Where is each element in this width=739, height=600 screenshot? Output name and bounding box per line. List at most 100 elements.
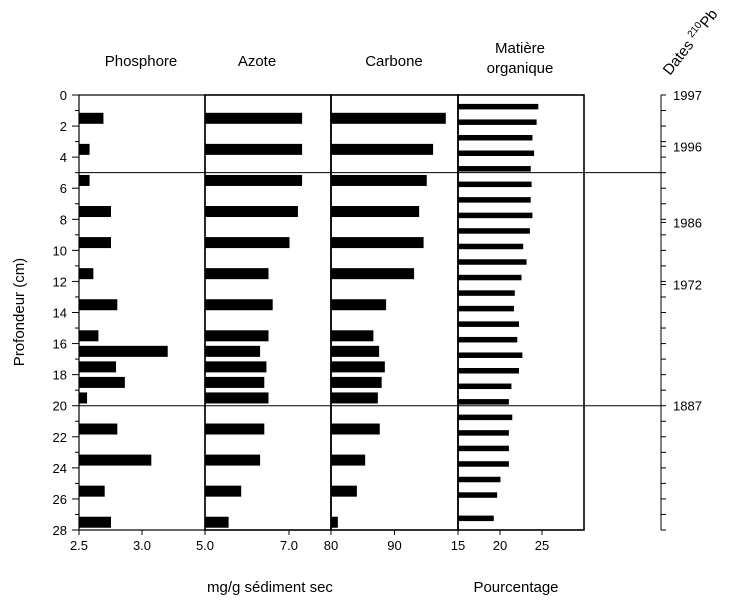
panels: Phosphore 2.5 3.0 Azote 5.0 7.0 Carbone 80 90 Mat… [70, 40, 585, 553]
bar [331, 330, 374, 342]
bar [458, 305, 514, 312]
bar [458, 368, 519, 374]
bar [458, 399, 509, 405]
bar [79, 454, 152, 466]
panel-3: Carbone 80 90 [324, 53, 459, 553]
depth-tick-label: 6 [60, 181, 67, 196]
bar [331, 376, 382, 388]
panel-title: Matière [495, 40, 545, 57]
bar [205, 299, 273, 311]
bar [79, 330, 99, 342]
bar [458, 336, 518, 343]
dates-tick-label: 1996 [673, 139, 702, 154]
bar [458, 119, 537, 125]
bar [205, 237, 290, 249]
depth-tick-label: 0 [60, 88, 67, 103]
bar [331, 423, 380, 435]
bar [331, 206, 420, 218]
bar [205, 392, 269, 404]
bar [205, 330, 269, 342]
depth-tick-label: 14 [53, 306, 67, 321]
depth-tick-label: 12 [53, 274, 67, 289]
bar [205, 454, 261, 466]
x-tick-label: 20 [493, 538, 507, 553]
bar [205, 206, 298, 218]
bar [205, 376, 265, 388]
x-tick-label: 7.0 [280, 538, 298, 553]
panel-2: Azote 5.0 7.0 [196, 53, 332, 553]
bar [79, 237, 111, 249]
bar [79, 174, 90, 186]
bar [331, 174, 427, 186]
bar [458, 166, 531, 172]
bar [205, 345, 261, 357]
bar [458, 476, 501, 483]
bar [331, 392, 378, 404]
bar [331, 345, 380, 357]
bar [79, 112, 104, 124]
x-tick-label: 3.0 [133, 538, 151, 553]
y-axis-title: Profondeur (cm) [11, 258, 28, 366]
bar [79, 361, 117, 373]
panel-title: Carbone [365, 53, 423, 70]
x-axis-title-left: mg/g sédiment sec [207, 579, 333, 596]
bar [458, 383, 512, 390]
bar [458, 290, 515, 296]
bar [458, 430, 509, 436]
bar [331, 299, 387, 311]
depth-tick-label: 4 [60, 150, 67, 165]
bar [205, 423, 265, 435]
x-tick-label: 15 [451, 538, 465, 553]
dates-axis-title: Dates 210Pb [659, 6, 721, 79]
bar [79, 345, 168, 357]
x-tick-label: 5.0 [196, 538, 214, 553]
bar [458, 352, 523, 358]
x-axis-title-right: Pourcentage [473, 579, 558, 596]
dates-tick-label: 1972 [673, 278, 702, 293]
bar [205, 268, 269, 280]
bar [79, 516, 111, 528]
depth-tick-label: 26 [53, 492, 67, 507]
bar [458, 492, 498, 498]
bar [205, 516, 229, 528]
panel-title: Phosphore [105, 53, 178, 70]
x-tick-label: 80 [324, 538, 338, 553]
bar [458, 414, 513, 421]
depth-tick-label: 18 [53, 368, 67, 383]
dates-tick-label: 1887 [673, 399, 702, 414]
bar [331, 454, 366, 466]
bar [458, 212, 533, 219]
x-tick-label: 2.5 [70, 538, 88, 553]
panel-4: Matière organique 15 20 25 [451, 40, 585, 553]
panel-frame [457, 94, 585, 531]
bar [79, 423, 118, 435]
depth-tick-label: 2 [60, 119, 67, 134]
bar [205, 361, 267, 373]
bar [458, 259, 527, 265]
bar [458, 181, 532, 188]
bar [79, 299, 118, 311]
bar [331, 112, 446, 124]
bar [331, 361, 385, 373]
depth-tick-label: 8 [60, 212, 67, 227]
depth-tick-label: 22 [53, 430, 67, 445]
bar [458, 150, 535, 157]
bar [79, 206, 111, 218]
depth-tick-label: 16 [53, 337, 67, 352]
bar [205, 485, 242, 497]
bar [458, 243, 524, 250]
panel-1: Phosphore 2.5 3.0 [70, 53, 206, 553]
bar [458, 445, 509, 452]
x-tick-label: 90 [387, 538, 401, 553]
bar [205, 174, 303, 186]
depth-tick-label: 10 [53, 243, 67, 258]
bar [458, 321, 519, 327]
bar [331, 143, 434, 155]
panel-title: Azote [238, 53, 276, 70]
bar [458, 515, 494, 522]
bar [79, 268, 94, 280]
bar [331, 237, 424, 249]
panel-title-line2: organique [487, 60, 554, 77]
